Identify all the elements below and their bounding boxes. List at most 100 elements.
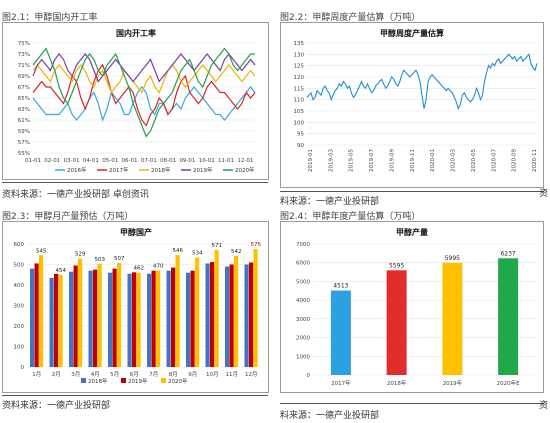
fig3-xtick: 1月 (32, 371, 41, 378)
fig3-bar (175, 255, 180, 367)
fig3-bar (117, 263, 122, 367)
fig2-xtick: 2020-03 (451, 149, 457, 172)
fig3-caption: 图2.3：甲醇月产量预估（万吨） (2, 212, 134, 222)
fig3-ytick: 0 (21, 365, 25, 371)
fig2-xtick: 2019-03 (328, 149, 334, 172)
fig3-bar (93, 269, 98, 367)
fig3-bar (69, 271, 74, 367)
fig3-panel: 甲醇国产 600 500 400 300 200 100 0 545 1月 454 2月 529 3月 50… (2, 221, 269, 393)
fig3-data-label: 454 (56, 268, 67, 274)
fig4-ytick: 2000 (296, 336, 310, 342)
fig1-xtick: 09-01 (179, 158, 195, 164)
fig1-title: 国内开工率 (116, 28, 156, 38)
fig4-xtick: 2019年 (443, 379, 463, 387)
fig2-ytick: 125 (294, 64, 305, 70)
fig4-ytick: 3000 (296, 317, 310, 323)
fig3-bar (49, 277, 54, 367)
fig3-chart: 甲醇国产 600 500 400 300 200 100 0 545 1月 454 2月 529 3月 50… (14, 227, 262, 385)
fig3-source: 资料来源：一德产业投研部 (2, 401, 111, 411)
fig3-bar (97, 263, 102, 367)
fig1-ytick: 61% (18, 118, 30, 124)
fig4-rule (280, 403, 544, 404)
fig1-series-line (32, 63, 256, 127)
fig3-data-label: 546 (173, 248, 184, 254)
fig1-series-line (32, 53, 256, 83)
fig1-ytick: 67% (18, 85, 30, 91)
fig1-legend-label: 2016年 (67, 166, 87, 174)
fig1-ytick: 55% (18, 151, 30, 157)
fig3-bar (54, 273, 59, 367)
fig3-xtick: 2月 (52, 371, 61, 378)
fig4-ytick: 6000 (296, 261, 310, 267)
fig2-ytick: 95 (297, 132, 304, 138)
fig3-legend-label: 2018年 (88, 377, 108, 385)
fig3-bar (127, 273, 132, 367)
fig2-xtick: 2020-05 (471, 149, 477, 172)
fig1-series-line (32, 64, 256, 94)
fig3-xtick: 11月 (226, 371, 239, 378)
fig2-xtick: 2019-07 (369, 149, 375, 172)
fig4-xtick: 2017年 (331, 379, 351, 387)
fig1-xtick: 02-01 (44, 158, 60, 164)
fig3-legend-swatch (81, 378, 86, 383)
fig3-data-label: 503 (95, 257, 106, 263)
fig1-chart: 国内开工率 75% 73% 71% 69% 67% 65% 63% 61% 59% 57% 55%01… (18, 28, 256, 174)
fig3-bar (205, 263, 210, 367)
fig2-xtick: 2020-07 (491, 149, 497, 172)
fig3-legend-label: 2020年 (168, 377, 188, 385)
fig4-bar (442, 262, 463, 375)
fig3-bar (229, 264, 234, 367)
fig3-bar (58, 274, 63, 367)
fig3-title: 甲醇国产 (120, 227, 152, 237)
fig3-data-label: 507 (114, 256, 125, 262)
fig1-ytick: 57% (18, 140, 30, 146)
fig2-ytick: 110 (294, 98, 305, 104)
fig1-legend-label: 2018年 (151, 166, 171, 174)
fig3-bar (112, 268, 117, 367)
fig1-ytick: 73% (18, 52, 30, 58)
fig3-ytick: 200 (14, 324, 25, 330)
fig3-bar (253, 249, 258, 367)
fig3-bar (108, 272, 113, 367)
fig3-bar (156, 270, 161, 367)
fig3-bar (30, 268, 35, 367)
fig2-xtick: 2020-09 (512, 149, 518, 172)
fig4-panel: 甲醇产量 7000 6000 5000 4000 3000 2000 1000 0 4513 201… (280, 221, 544, 393)
fig3-ytick: 400 (14, 283, 25, 289)
fig3-xtick: 9月 (188, 371, 197, 378)
fig4-ytick: 5000 (296, 279, 310, 285)
fig1-legend-label: 2017年 (109, 166, 129, 174)
fig3-ytick: 600 (14, 242, 25, 248)
fig3-xtick: 12月 (245, 371, 258, 378)
fig3-bar (186, 272, 191, 367)
fig4-bar (498, 258, 519, 375)
fig1-xtick: 08-01 (160, 158, 176, 164)
fig3-rule (2, 395, 268, 396)
fig1-series-line (32, 47, 255, 138)
fig3-xtick: 6月 (130, 371, 139, 378)
fig4-caption: 图2.4：甲醇年度产量估算（万吨） (280, 212, 421, 222)
fig3-bar (234, 255, 239, 367)
fig1-legend-label: 2019年 (193, 166, 213, 174)
fig2-ytick: 130 (294, 52, 305, 58)
fig3-bar (225, 266, 230, 367)
fig2-side-glyph: 资 (539, 189, 549, 199)
fig2-panel: 甲醇周度产量估算 135 130 125 120 115 110 105 100 95 90 2019… (280, 22, 544, 188)
fig1-ytick: 71% (18, 63, 30, 69)
fig3-bar (195, 257, 200, 367)
fig4-bar (386, 270, 407, 375)
fig4-source: 料来源：一德产业投研部 (280, 411, 380, 421)
fig4-chart: 甲醇产量 7000 6000 5000 4000 3000 2000 1000 0 4513 201… (296, 227, 536, 387)
fig4-data-label: 5995 (445, 255, 460, 262)
fig2-xtick: 2019-01 (308, 149, 314, 172)
fig1-legend-label: 2020年 (235, 166, 255, 174)
fig3-bar (132, 272, 137, 367)
fig3-bar (73, 265, 78, 367)
fig2-title: 甲醇周度产量估算 (380, 28, 444, 38)
fig3-xtick: 10月 (206, 371, 219, 378)
fig3-xtick: 4月 (91, 371, 100, 378)
fig2-ytick: 100 (294, 120, 305, 126)
fig2-xtick: 2019-11 (410, 149, 416, 172)
fig2-xtick: 2020-11 (532, 149, 538, 172)
fig3-xtick: 3月 (71, 371, 80, 378)
